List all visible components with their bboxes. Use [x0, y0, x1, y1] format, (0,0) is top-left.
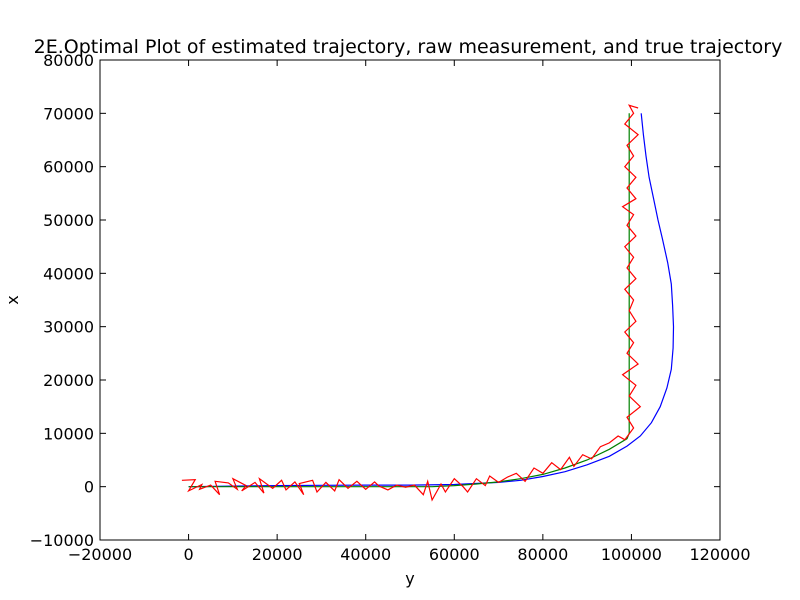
x-axis-label: y — [405, 569, 414, 588]
x-tick-label: 40000 — [340, 545, 391, 564]
true-trajectory-line — [188, 113, 675, 488]
y-tick-label: 10000 — [43, 424, 94, 443]
y-tick-label: 20000 — [43, 371, 94, 390]
x-axis-ticks: −20000 0 20000 40000 60000 80000 100000 120000 — [68, 60, 751, 564]
y-tick-label: −10000 — [30, 531, 94, 550]
x-tick-label: −20000 — [68, 545, 132, 564]
estimated-trajectory-line — [188, 113, 630, 488]
x-tick-label: 20000 — [252, 545, 303, 564]
y-tick-label: 30000 — [43, 318, 94, 337]
y-axis-label: x — [3, 295, 22, 304]
y-tick-label: 40000 — [43, 264, 94, 283]
chart-title: 2E.Optimal Plot of estimated trajectory,… — [34, 36, 783, 58]
x-tick-label: 0 — [183, 545, 193, 564]
raw-measurement-line — [181, 104, 642, 502]
y-tick-label: 70000 — [43, 104, 94, 123]
x-tick-label: 120000 — [689, 545, 750, 564]
plot-area — [181, 104, 675, 502]
plot-frame — [99, 59, 721, 541]
x-tick-label: 60000 — [429, 545, 480, 564]
y-tick-label: 80000 — [43, 51, 94, 70]
x-tick-label: 100000 — [601, 545, 662, 564]
y-axis-ticks: −10000 0 10000 20000 30000 40000 50000 60000 700… — [30, 51, 720, 550]
y-tick-label: 50000 — [43, 211, 94, 230]
y-tick-label: 0 — [84, 478, 94, 497]
y-tick-label: 60000 — [43, 158, 94, 177]
x-tick-label: 80000 — [517, 545, 568, 564]
